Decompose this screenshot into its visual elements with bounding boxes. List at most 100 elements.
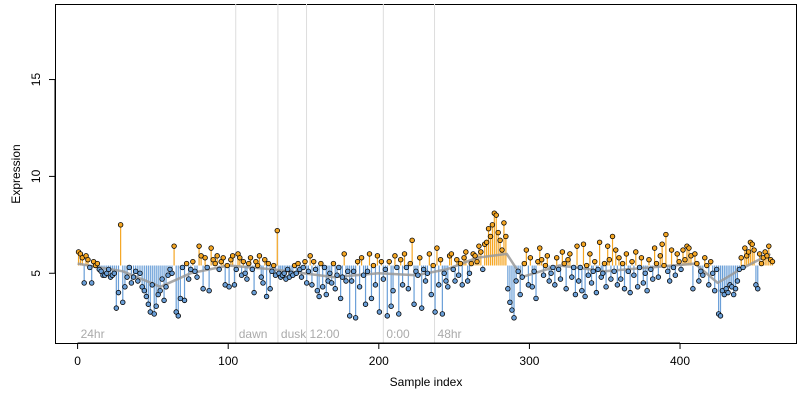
data-point (441, 270, 447, 276)
data-point (237, 255, 243, 261)
data-point (161, 297, 167, 304)
data-point (552, 282, 558, 288)
data-point (459, 282, 465, 288)
data-point (419, 305, 425, 311)
data-point (384, 313, 390, 319)
data-point (595, 266, 601, 273)
data-point (318, 260, 324, 267)
y-tick-label: 10 (29, 169, 43, 183)
data-point (319, 284, 326, 290)
data-point (132, 268, 139, 275)
data-point (323, 291, 329, 298)
data-point (710, 270, 716, 276)
data-point (137, 270, 143, 276)
data-point (640, 280, 647, 286)
data-point (769, 258, 776, 265)
data-point (196, 243, 202, 249)
data-point (523, 247, 530, 253)
data-point (206, 287, 212, 294)
data-point (546, 278, 552, 284)
data-point (485, 226, 492, 232)
trend-line-group (77, 252, 771, 289)
data-point (126, 264, 132, 271)
data-point (521, 260, 527, 267)
data-point (665, 268, 671, 275)
phase-label: 24hr (81, 327, 105, 341)
data-point (417, 255, 423, 261)
data-point (224, 262, 230, 269)
data-point (374, 253, 381, 259)
data-point (448, 251, 455, 257)
data-point (157, 287, 163, 294)
data-point (309, 282, 315, 288)
data-point (600, 270, 606, 276)
data-point (368, 295, 375, 302)
data-point (740, 264, 746, 271)
data-point (312, 266, 319, 273)
data-point (356, 284, 363, 290)
data-point (706, 282, 712, 288)
data-point (372, 282, 379, 288)
data-point (540, 272, 547, 278)
data-point (603, 284, 609, 290)
data-point (529, 284, 535, 290)
data-point (507, 299, 513, 306)
data-point (386, 258, 392, 265)
data-point (454, 257, 460, 263)
data-point (390, 287, 396, 294)
phase-labels: 24hr dawn dusk 12:00 0:00 48hr (81, 327, 462, 341)
data-point (725, 289, 731, 296)
data-point (559, 249, 566, 255)
data-point (89, 280, 95, 286)
data-point (621, 286, 628, 292)
data-point (557, 276, 564, 282)
data-point (499, 247, 505, 253)
data-point (690, 286, 696, 292)
data-point (281, 270, 287, 276)
data-point (192, 268, 198, 275)
data-point (505, 286, 511, 292)
data-point (432, 309, 438, 315)
data-point (214, 253, 220, 259)
data-point (702, 255, 708, 261)
data-point (764, 253, 770, 259)
data-point (655, 274, 662, 280)
data-point (117, 222, 124, 228)
data-point (244, 276, 250, 282)
x-tick-label: 100 (218, 354, 238, 368)
data-point (686, 245, 692, 251)
data-point (405, 286, 412, 292)
data-point (185, 276, 192, 282)
data-point (696, 278, 702, 284)
data-point (676, 258, 682, 265)
data-point (609, 233, 616, 240)
data-point (638, 255, 645, 261)
data-point (204, 264, 210, 271)
data-point (128, 280, 135, 286)
y-tick-label: 15 (29, 73, 43, 87)
data-point (468, 260, 474, 267)
data-point (181, 297, 188, 304)
data-point (742, 245, 748, 251)
data-point (111, 270, 118, 276)
data-point (644, 287, 650, 294)
data-point (712, 287, 718, 294)
data-point (179, 264, 186, 271)
data-point (124, 274, 130, 280)
data-point (305, 268, 312, 275)
data-point (401, 251, 408, 257)
data-point (212, 260, 218, 267)
data-point (439, 311, 446, 317)
data-point (388, 303, 394, 309)
data-point (256, 253, 263, 259)
data-point (346, 313, 353, 319)
data-point (85, 257, 91, 263)
data-point (267, 286, 273, 292)
data-point (350, 268, 357, 275)
data-point (590, 268, 596, 275)
data-point (190, 258, 196, 265)
data-point (495, 229, 501, 236)
data-point (474, 258, 480, 265)
data-point (115, 289, 122, 296)
